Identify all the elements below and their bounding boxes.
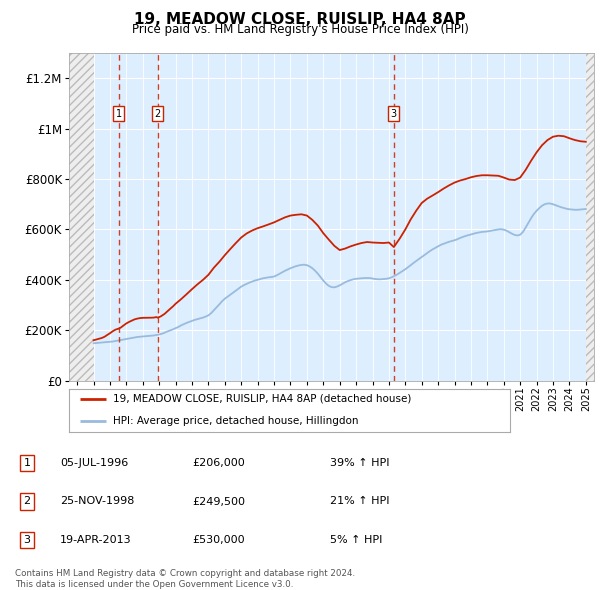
Text: 3: 3 [23, 535, 31, 545]
Text: Contains HM Land Registry data © Crown copyright and database right 2024.
This d: Contains HM Land Registry data © Crown c… [15, 569, 355, 589]
Text: 39% ↑ HPI: 39% ↑ HPI [330, 458, 389, 468]
Text: 5% ↑ HPI: 5% ↑ HPI [330, 535, 382, 545]
Text: 21% ↑ HPI: 21% ↑ HPI [330, 497, 389, 506]
Text: 25-NOV-1998: 25-NOV-1998 [60, 497, 134, 506]
Text: 1: 1 [115, 109, 122, 119]
Text: 19, MEADOW CLOSE, RUISLIP, HA4 8AP: 19, MEADOW CLOSE, RUISLIP, HA4 8AP [134, 12, 466, 27]
Text: Price paid vs. HM Land Registry's House Price Index (HPI): Price paid vs. HM Land Registry's House … [131, 23, 469, 36]
Text: £206,000: £206,000 [192, 458, 245, 468]
Text: 1: 1 [23, 458, 31, 468]
Text: 19, MEADOW CLOSE, RUISLIP, HA4 8AP (detached house): 19, MEADOW CLOSE, RUISLIP, HA4 8AP (deta… [113, 394, 412, 404]
Text: HPI: Average price, detached house, Hillingdon: HPI: Average price, detached house, Hill… [113, 416, 359, 426]
Text: 2: 2 [23, 497, 31, 506]
Text: 3: 3 [391, 109, 397, 119]
Text: 19-APR-2013: 19-APR-2013 [60, 535, 131, 545]
Text: £530,000: £530,000 [192, 535, 245, 545]
Text: 2: 2 [154, 109, 161, 119]
Text: 05-JUL-1996: 05-JUL-1996 [60, 458, 128, 468]
Text: £249,500: £249,500 [192, 497, 245, 506]
